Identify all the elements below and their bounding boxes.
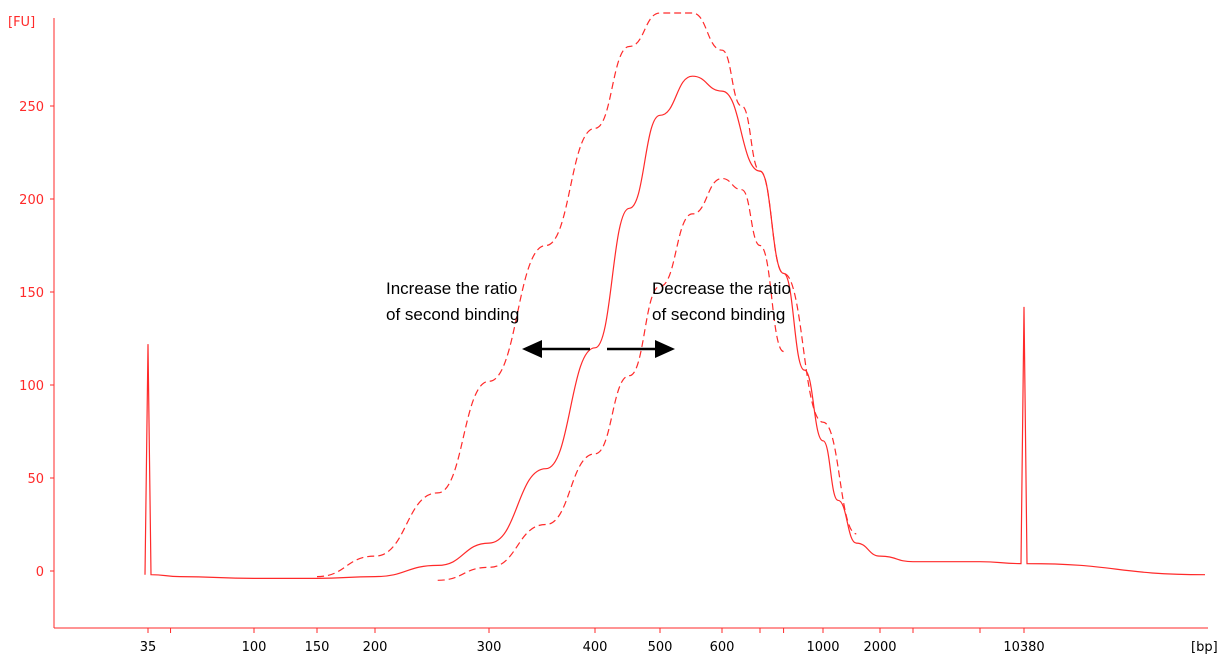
trace-group <box>144 12 1206 581</box>
y-tick-label: 200 <box>19 193 44 208</box>
y-tick-label: 0 <box>36 565 44 580</box>
x-tick-label: 300 <box>477 640 502 655</box>
x-tick-label: 150 <box>305 640 330 655</box>
x-tick-label: 2000 <box>863 640 896 655</box>
x-unit-label: [bp] <box>1191 640 1218 655</box>
y-tick-label: 100 <box>19 379 44 394</box>
arrow-left-head <box>522 340 542 358</box>
annotation-increase-line-1: Increase the ratio <box>386 279 517 298</box>
y-tick-label: 50 <box>27 472 44 487</box>
annotation-decrease-line-2: of second binding <box>652 305 785 324</box>
tick-group: 0 50 100 150 200 250 35 100 150 200 300 400 500 600 10… <box>19 100 1045 655</box>
y-tick-label: 250 <box>19 100 44 115</box>
x-tick-label: 200 <box>363 640 388 655</box>
x-tick-label: 35 <box>140 640 157 655</box>
annotation-group: Increase the ratio of second binding Decre… <box>386 279 791 358</box>
x-tick-label: 100 <box>242 640 267 655</box>
x-tick-label: 500 <box>648 640 673 655</box>
x-tick-label: 1000 <box>806 640 839 655</box>
annotation-decrease-line-1: Decrease the ratio <box>652 279 791 298</box>
x-tick-label: 10380 <box>1003 640 1044 655</box>
y-unit-label: [FU] <box>8 15 35 30</box>
x-tick-label: 400 <box>583 640 608 655</box>
arrow-right-head <box>655 340 675 358</box>
annotation-increase-line-2: of second binding <box>386 305 519 324</box>
dashed-trace-2 <box>437 177 785 581</box>
x-tick-label: 600 <box>710 640 735 655</box>
solid-trace <box>144 75 1206 580</box>
axes: [FU] [bp] <box>8 15 1218 655</box>
y-tick-label: 150 <box>19 286 44 301</box>
